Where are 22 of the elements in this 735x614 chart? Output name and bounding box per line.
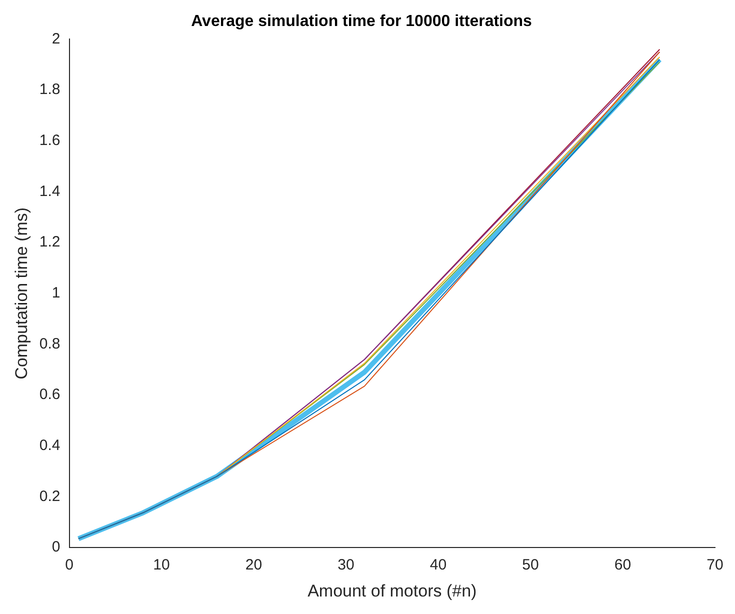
y-tick-label: 0.4: [39, 437, 60, 454]
x-tick-label: 60: [614, 556, 632, 574]
x-tick-label: 50: [522, 556, 539, 574]
x-tick-label: 20: [245, 556, 262, 574]
y-tick-label: 0: [52, 538, 60, 556]
x-tick-label: 0: [65, 556, 74, 574]
y-axis-title: Computation time (ms): [12, 207, 31, 380]
y-tick-label: 1.6: [39, 132, 60, 150]
y-tick-label: 0.2: [39, 488, 60, 505]
x-tick-label: 40: [430, 556, 447, 574]
y-tick-label: 0.8: [39, 335, 60, 352]
y-tick-label: 1.4: [39, 182, 60, 200]
y-tick-label: 0.6: [39, 386, 60, 404]
x-tick-label: 10: [153, 556, 170, 574]
y-tick-label: 2: [52, 30, 60, 48]
chart-title: Average simulation time for 10000 itterations: [191, 13, 532, 30]
x-axis-title: Amount of motors (#n): [308, 581, 477, 600]
x-tick-label: 30: [338, 556, 354, 574]
y-tick-label: 1.8: [39, 81, 60, 98]
y-tick-label: 1: [52, 284, 60, 302]
y-tick-label: 1.2: [39, 234, 60, 251]
x-tick-label: 70: [706, 556, 724, 574]
